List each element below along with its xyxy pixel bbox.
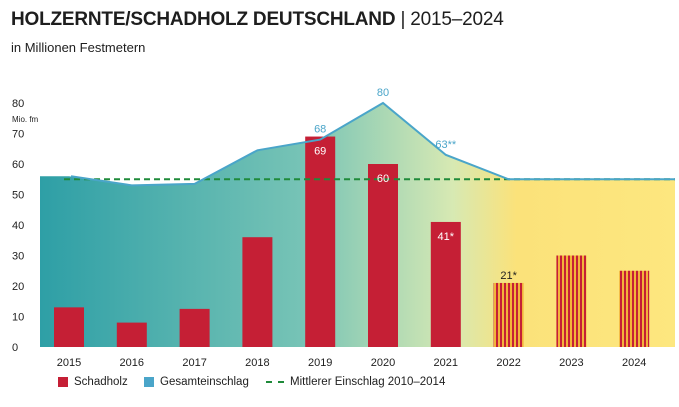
y-tick-label: 40 bbox=[12, 220, 24, 232]
y-tick-label: 80 bbox=[12, 98, 24, 110]
y-tick-label: 30 bbox=[12, 251, 24, 263]
bar-schadholz bbox=[179, 308, 210, 347]
bar-schadholz bbox=[54, 307, 84, 347]
legend-swatch-gesamteinschlag bbox=[144, 377, 154, 387]
y-tick-label: 0 bbox=[12, 342, 18, 354]
legend-swatch-mittlerer-einschlag bbox=[266, 381, 284, 383]
line-gesamteinschlag bbox=[70, 101, 675, 187]
x-tick-label: 2020 bbox=[371, 357, 395, 369]
line-value-label: 68 bbox=[314, 124, 326, 136]
legend-label-gesamteinschlag: Gesamteinschlag bbox=[160, 376, 249, 388]
x-tick-label: 2018 bbox=[245, 357, 269, 369]
y-tick-label: 70 bbox=[12, 129, 24, 141]
x-tick-label: 2015 bbox=[57, 357, 81, 369]
y-tick-label: 20 bbox=[12, 281, 24, 293]
bar-schadholz bbox=[493, 282, 524, 347]
chart-title: HOLZERNTE/SCHADHOLZ DEUTSCHLAND | 2015–2… bbox=[11, 9, 504, 31]
x-tick-label: 2016 bbox=[120, 357, 144, 369]
legend-item-schadholz: Schadholz bbox=[58, 376, 128, 388]
line-value-label: 80 bbox=[377, 87, 389, 99]
y-tick-label: 50 bbox=[12, 190, 24, 202]
bar-value-label: 41* bbox=[438, 231, 455, 243]
chart-title-separator: | bbox=[400, 9, 406, 30]
bar-schadholz bbox=[116, 322, 147, 347]
x-tick-label: 2019 bbox=[308, 357, 332, 369]
legend-item-mittlerer-einschlag: Mittlerer Einschlag 2010–2014 bbox=[266, 376, 445, 388]
x-tick-label: 2024 bbox=[622, 357, 646, 369]
x-tick-label: 2022 bbox=[496, 357, 520, 369]
bar-value-label: 69 bbox=[314, 146, 326, 158]
bar-schadholz bbox=[430, 221, 461, 347]
y-tick-label: 10 bbox=[12, 312, 24, 324]
legend-label-schadholz: Schadholz bbox=[74, 376, 128, 388]
legend-item-gesamteinschlag: Gesamteinschlag bbox=[144, 376, 249, 388]
x-tick-label: 2017 bbox=[182, 357, 206, 369]
legend-label-mittlerer-einschlag: Mittlerer Einschlag 2010–2014 bbox=[290, 376, 446, 388]
bar-schadholz bbox=[368, 164, 398, 347]
bar-value-label: 21* bbox=[500, 270, 517, 282]
x-tick-label: 2021 bbox=[434, 357, 458, 369]
bar-value-label: 60 bbox=[377, 173, 389, 185]
bar-schadholz bbox=[242, 237, 273, 347]
bar-schadholz bbox=[556, 255, 587, 347]
chart-title-years: 2015–2024 bbox=[410, 9, 504, 30]
chart-title-main: HOLZERNTE/SCHADHOLZ DEUTSCHLAND bbox=[11, 9, 396, 30]
y-tick-label: 60 bbox=[12, 159, 24, 171]
x-tick-label: 2023 bbox=[559, 357, 583, 369]
bar-schadholz bbox=[619, 270, 650, 347]
bar-schadholz bbox=[305, 136, 336, 347]
legend-swatch-schadholz bbox=[58, 377, 68, 387]
chart-subtitle: in Millionen Festmetern bbox=[11, 40, 146, 55]
line-value-label: 63** bbox=[435, 139, 457, 151]
y-axis-unit: Mio. fm bbox=[12, 115, 39, 124]
